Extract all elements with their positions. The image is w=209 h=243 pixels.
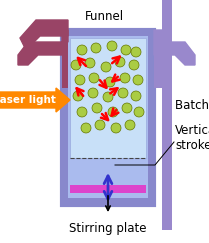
Circle shape (134, 107, 144, 117)
Circle shape (88, 88, 98, 98)
Bar (154, 30, 162, 88)
Circle shape (118, 88, 128, 98)
Circle shape (105, 77, 115, 87)
Text: Laser light: Laser light (0, 95, 56, 105)
Polygon shape (154, 30, 195, 65)
Bar (68, 36, 148, 198)
Polygon shape (18, 30, 68, 65)
Text: Stirring plate: Stirring plate (69, 222, 147, 235)
Text: Funnel: Funnel (85, 10, 124, 23)
Bar (70, 185, 146, 193)
Circle shape (77, 107, 87, 117)
Circle shape (81, 123, 91, 133)
Circle shape (129, 60, 139, 70)
Circle shape (75, 75, 85, 85)
Bar (62, 30, 68, 88)
Circle shape (103, 92, 113, 102)
Text: Batch cell: Batch cell (175, 98, 209, 112)
Circle shape (121, 45, 131, 55)
Text: Vertical
stroke: Vertical stroke (175, 124, 209, 152)
Circle shape (107, 41, 117, 51)
Circle shape (122, 103, 132, 113)
Circle shape (133, 75, 143, 85)
Circle shape (73, 91, 83, 101)
Bar (162, 0, 172, 230)
Circle shape (85, 58, 95, 68)
Circle shape (120, 73, 130, 83)
Circle shape (91, 43, 101, 53)
Circle shape (111, 123, 121, 133)
Circle shape (108, 107, 118, 117)
Circle shape (95, 120, 105, 130)
FancyArrow shape (0, 88, 70, 112)
Bar (62, 30, 154, 205)
Circle shape (115, 57, 125, 67)
Bar (70, 38, 146, 158)
Bar (62, 30, 154, 205)
Circle shape (125, 120, 135, 130)
Circle shape (71, 60, 81, 70)
Circle shape (89, 73, 99, 83)
Circle shape (92, 103, 102, 113)
Circle shape (101, 62, 111, 72)
Polygon shape (20, 20, 68, 50)
Circle shape (77, 45, 87, 55)
Circle shape (131, 47, 141, 57)
Circle shape (131, 91, 141, 101)
